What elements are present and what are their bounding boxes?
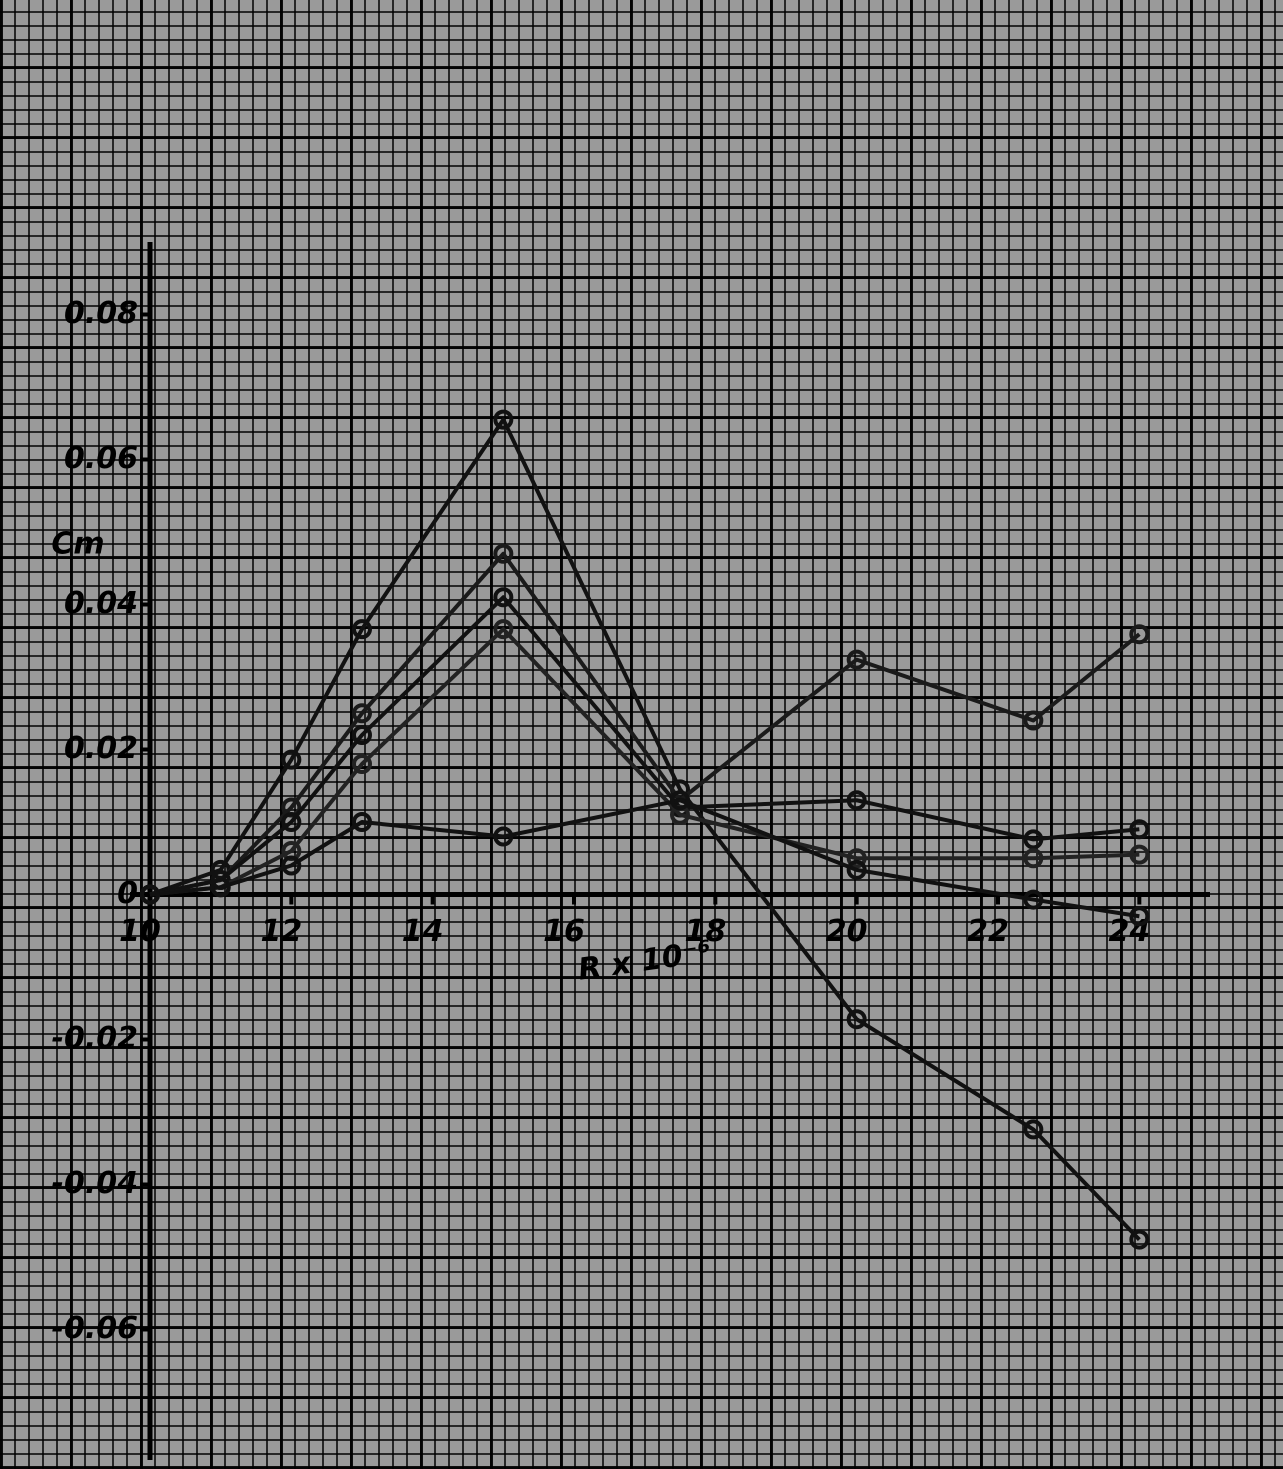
data-point: [493, 587, 514, 608]
data-point: [140, 884, 160, 905]
y-tick-label: 0.02: [64, 731, 138, 766]
x-tick-label: 24: [1108, 914, 1150, 949]
y-tick-label: -0.02: [52, 1021, 138, 1056]
x-tick-label: 12: [260, 914, 302, 949]
data-point: [1023, 848, 1044, 869]
data-point: [352, 812, 372, 832]
data-point: [1129, 906, 1150, 927]
x-tick-label: 10: [119, 914, 161, 949]
y-tick-label: 0.08: [64, 296, 138, 331]
series-line: [149, 627, 1140, 897]
data-point: [493, 619, 514, 640]
x-tick-label: 16: [543, 914, 585, 949]
data-point: [1023, 829, 1044, 850]
y-axis-label: Cm: [51, 527, 104, 562]
data-point: [352, 703, 372, 724]
data-point: [1023, 1119, 1044, 1140]
x-tick-label: 14: [402, 914, 444, 949]
series-line: [149, 798, 1140, 919]
data-point: [1129, 844, 1150, 865]
data-point: [1129, 819, 1150, 840]
y-tick-label: -0.04: [52, 1166, 138, 1201]
x-tick-label: 18: [684, 914, 726, 949]
data-point: [281, 855, 302, 876]
x-tick-label: 22: [967, 914, 1009, 949]
data-point: [281, 749, 302, 770]
data-point: [493, 409, 514, 430]
data-point: [846, 790, 867, 811]
y-tick-label: 0: [117, 876, 138, 911]
data-point: [210, 877, 231, 898]
data-point: [1023, 710, 1044, 731]
data-point: [352, 725, 372, 745]
data-point: [846, 859, 867, 880]
series-line: [149, 417, 1141, 1241]
data-point: [352, 754, 372, 774]
data-point: [846, 1009, 867, 1030]
data-point: [846, 848, 867, 869]
data-point: [493, 826, 514, 847]
y-tick-label: 0.04: [64, 586, 138, 621]
data-point: [281, 812, 302, 832]
series-line: [149, 551, 1141, 897]
data-point: [1129, 1229, 1150, 1250]
data-point: [352, 619, 372, 640]
data-point: [1129, 624, 1150, 645]
x-tick-label: 20: [826, 914, 868, 949]
y-tick-label: -0.06: [52, 1311, 138, 1346]
series-line: [149, 595, 1140, 897]
data-point: [1023, 889, 1044, 910]
data-point: [846, 649, 867, 670]
data-point: [670, 790, 690, 811]
data-point: [493, 543, 514, 564]
y-tick-label: 0.06: [64, 441, 138, 476]
